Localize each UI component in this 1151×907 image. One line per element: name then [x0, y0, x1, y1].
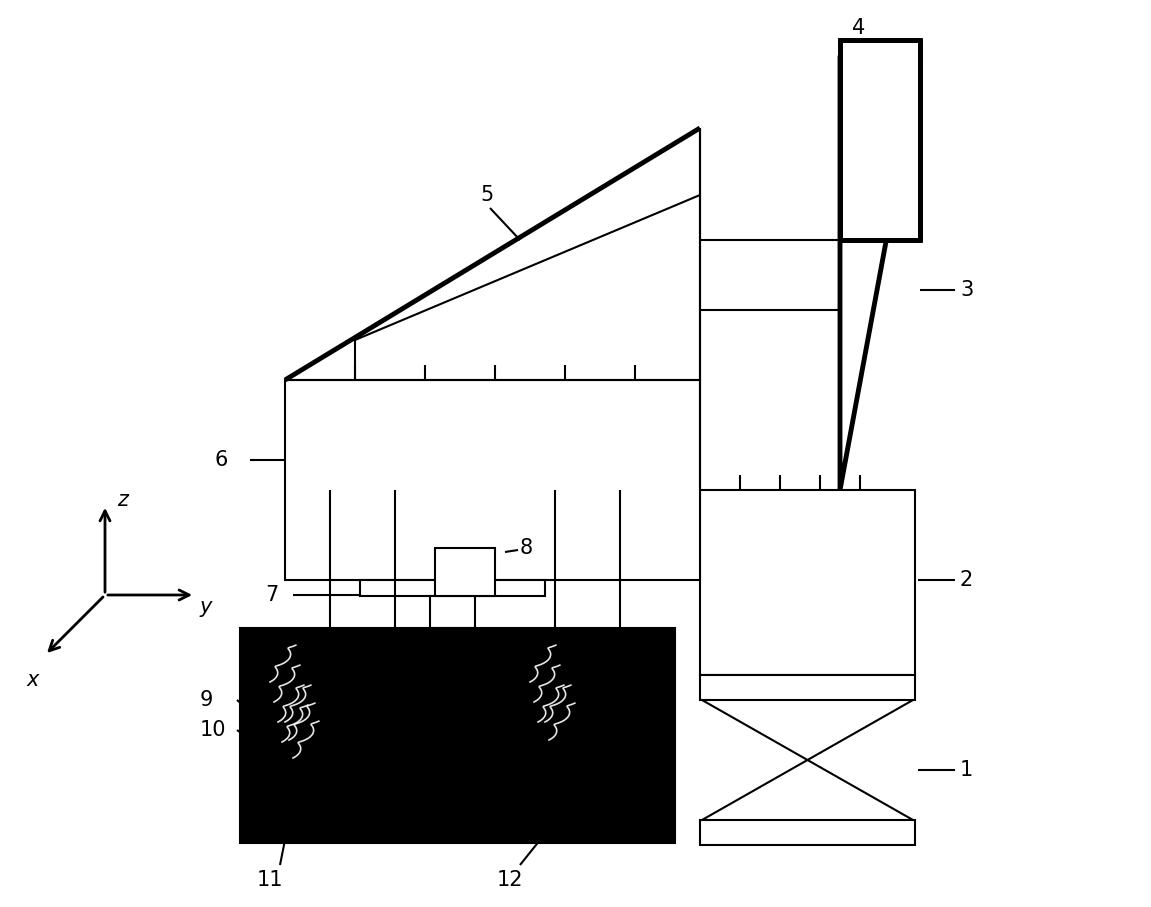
Text: 6: 6 [215, 450, 228, 470]
Text: z: z [117, 490, 128, 510]
Text: y: y [200, 597, 213, 617]
Bar [700, 820, 915, 845]
Text: 7: 7 [265, 585, 279, 605]
Text: 8: 8 [520, 538, 533, 558]
Text: x: x [26, 670, 39, 690]
Bar [241, 628, 674, 843]
Text: 11: 11 [257, 870, 283, 890]
Text: 1: 1 [960, 760, 974, 780]
Bar [360, 580, 546, 596]
Text: 4: 4 [852, 18, 866, 38]
Bar [435, 548, 495, 596]
Polygon shape [840, 58, 920, 490]
Text: 3: 3 [960, 280, 974, 300]
Bar [700, 675, 915, 700]
Text: 2: 2 [960, 570, 974, 590]
Bar [430, 596, 475, 628]
Bar [700, 490, 915, 675]
Bar [285, 380, 700, 580]
Text: 5: 5 [480, 185, 494, 205]
Text: 10: 10 [200, 720, 227, 740]
Text: 9: 9 [200, 690, 213, 710]
Bar [840, 40, 920, 240]
Text: 12: 12 [497, 870, 524, 890]
